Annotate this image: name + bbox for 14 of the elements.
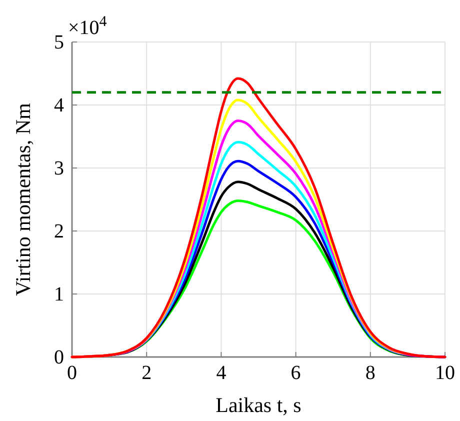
y-tick-label: 3 xyxy=(54,157,64,180)
y-axis-title: Virtino momentas, Nm xyxy=(11,103,35,296)
text: ×10$^{4}$ xyxy=(68,14,108,39)
y-tick-label: 5 xyxy=(54,31,64,54)
x-tick-label: 10 xyxy=(435,362,455,384)
x-tick-label: 8 xyxy=(365,362,376,384)
x-tick-label: 2 xyxy=(142,362,152,384)
x-axis-title: Laikas t, s xyxy=(216,393,302,417)
y-tick-label: 2 xyxy=(54,220,64,242)
y-tick-label: 1 xyxy=(54,283,64,306)
x-tick-label: 4 xyxy=(216,362,226,384)
y-tick-label: 0 xyxy=(54,346,64,368)
y-tick-label: 4 xyxy=(54,94,64,116)
x-tick-label: 6 xyxy=(290,362,301,384)
